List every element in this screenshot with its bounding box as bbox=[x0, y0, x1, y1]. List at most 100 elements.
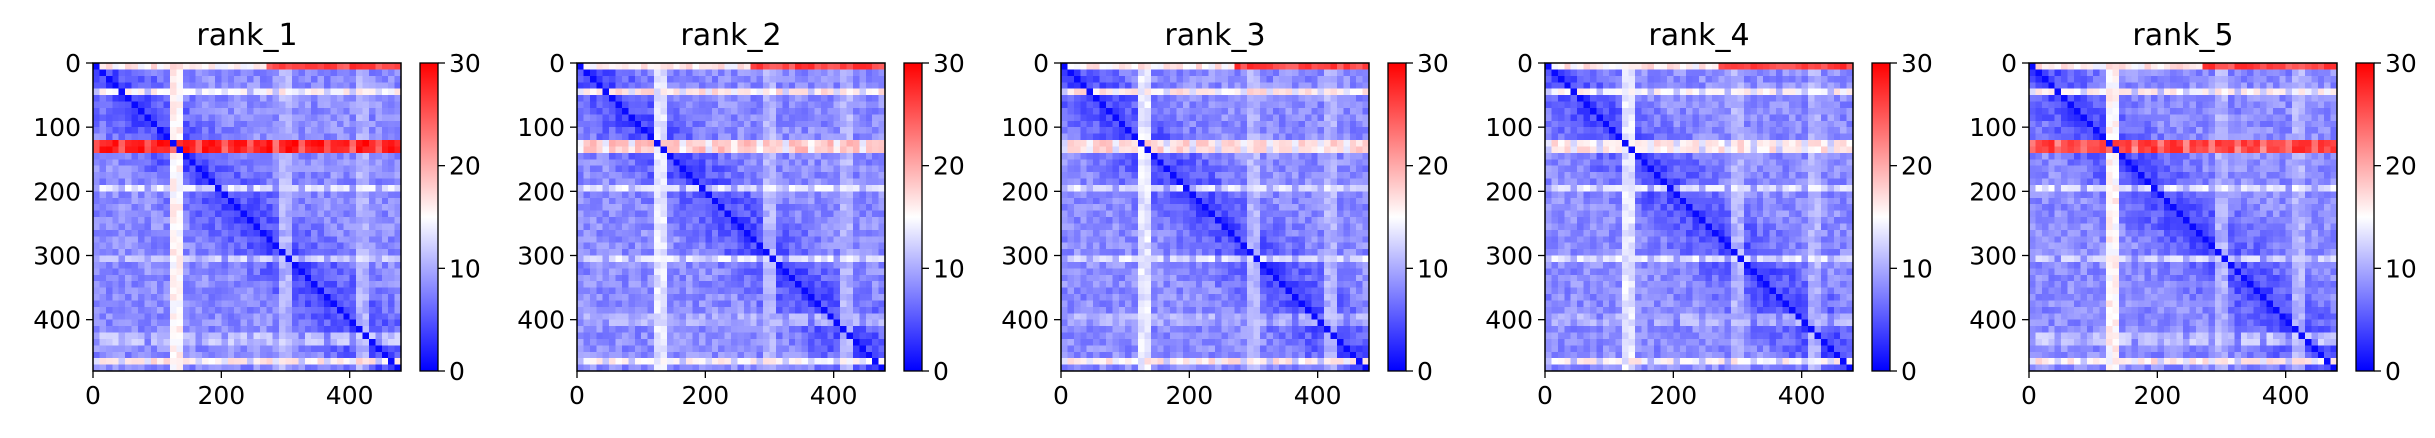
heatmap-cell bbox=[731, 172, 738, 179]
heatmap-cell bbox=[705, 268, 713, 276]
heatmap-cell bbox=[298, 95, 306, 102]
heatmap-cell bbox=[698, 172, 706, 179]
heatmap-cell bbox=[795, 210, 802, 218]
heatmap-cell bbox=[131, 281, 139, 288]
heatmap-cell bbox=[846, 249, 854, 256]
heatmap-cell bbox=[163, 242, 171, 250]
heatmap-cell bbox=[163, 358, 171, 365]
heatmap-cell bbox=[596, 210, 604, 218]
heatmap-cell bbox=[647, 338, 655, 346]
heatmap-cell bbox=[182, 107, 190, 115]
heatmap-cell bbox=[673, 255, 681, 263]
heatmap-cell bbox=[317, 319, 325, 327]
heatmap-cell bbox=[349, 217, 357, 224]
heatmap-cell bbox=[724, 217, 732, 224]
heatmap-cell bbox=[349, 95, 357, 102]
heatmap-cell bbox=[801, 294, 809, 301]
heatmap-cell bbox=[634, 217, 642, 224]
heatmap-cell bbox=[654, 204, 661, 211]
heatmap-cell bbox=[589, 306, 597, 314]
heatmap-cell bbox=[356, 319, 363, 327]
heatmap-cell bbox=[782, 319, 790, 327]
heatmap-cell bbox=[788, 313, 796, 321]
heatmap-cell bbox=[144, 319, 152, 327]
heatmap-cell bbox=[317, 249, 325, 256]
heatmap-cell bbox=[865, 294, 873, 301]
heatmap-cell bbox=[814, 178, 822, 186]
heatmap-cell bbox=[763, 319, 770, 327]
heatmap-cell bbox=[131, 178, 139, 186]
heatmap-cell bbox=[827, 358, 835, 365]
heatmap-cell bbox=[743, 287, 751, 295]
heatmap-cell bbox=[388, 351, 395, 359]
heatmap-cell bbox=[362, 178, 370, 186]
heatmap-cell bbox=[577, 229, 584, 237]
heatmap-cell bbox=[375, 306, 383, 314]
heatmap-cell bbox=[692, 223, 700, 231]
heatmap-cell bbox=[214, 178, 222, 186]
heatmap-cell bbox=[673, 281, 681, 288]
heatmap-cell bbox=[833, 294, 841, 301]
heatmap-cell bbox=[388, 268, 395, 276]
heatmap-cell bbox=[1240, 95, 1248, 102]
heatmap-cell bbox=[195, 229, 203, 237]
heatmap-cell bbox=[621, 107, 629, 115]
heatmap-cell bbox=[99, 95, 107, 102]
heatmap-cell bbox=[93, 294, 100, 301]
heatmap-cell bbox=[112, 159, 120, 167]
heatmap-cell bbox=[808, 101, 815, 109]
heatmap-cell bbox=[291, 101, 299, 109]
heatmap-cell bbox=[266, 326, 274, 333]
heatmap-cell bbox=[852, 364, 860, 372]
heatmap-cell bbox=[279, 88, 286, 96]
heatmap-cell bbox=[182, 217, 190, 224]
heatmap-cell bbox=[731, 274, 738, 282]
heatmap-cell bbox=[253, 210, 261, 218]
heatmap-cell bbox=[240, 152, 248, 160]
heatmap-cell bbox=[602, 249, 610, 256]
heatmap-cell bbox=[1176, 82, 1184, 90]
heatmap-cell bbox=[1304, 101, 1312, 109]
heatmap-cell bbox=[801, 191, 809, 199]
heatmap-cell bbox=[221, 268, 229, 276]
heatmap-cell bbox=[182, 326, 190, 333]
heatmap-cell bbox=[750, 345, 758, 353]
heatmap-cell bbox=[125, 140, 132, 147]
heatmap-cell bbox=[311, 82, 318, 90]
heatmap-cell bbox=[105, 351, 113, 359]
heatmap-cell bbox=[349, 306, 357, 314]
heatmap-cell bbox=[195, 63, 203, 70]
heatmap-cell bbox=[189, 351, 197, 359]
heatmap-cell bbox=[577, 178, 584, 186]
heatmap-cell bbox=[1234, 95, 1242, 102]
heatmap-cell bbox=[214, 184, 222, 192]
heatmap-cell bbox=[240, 133, 248, 141]
heatmap-cell bbox=[583, 364, 591, 372]
heatmap-cell bbox=[596, 326, 604, 333]
heatmap-cell bbox=[782, 184, 790, 192]
heatmap-cell bbox=[820, 332, 828, 340]
heatmap-cell bbox=[641, 133, 648, 141]
heatmap-cell bbox=[647, 261, 655, 269]
heatmap-cell bbox=[660, 120, 668, 128]
heatmap-cell bbox=[737, 127, 745, 134]
heatmap-cell bbox=[852, 69, 860, 77]
heatmap-cell bbox=[182, 268, 190, 276]
heatmap-cell bbox=[769, 281, 777, 288]
heatmap-cell bbox=[840, 63, 847, 70]
heatmap-cell bbox=[304, 172, 312, 179]
heatmap-cell bbox=[609, 351, 616, 359]
heatmap-cell bbox=[343, 319, 351, 327]
heatmap-cell bbox=[763, 210, 770, 218]
heatmap-cell bbox=[801, 281, 809, 288]
heatmap-cell bbox=[1330, 63, 1338, 70]
heatmap-cell bbox=[577, 82, 584, 90]
heatmap-cell bbox=[583, 75, 591, 83]
heatmap-cell bbox=[99, 107, 107, 115]
heatmap-cell bbox=[311, 210, 318, 218]
heatmap-cell bbox=[615, 114, 623, 122]
heatmap-cell bbox=[679, 152, 687, 160]
heatmap-cell bbox=[1234, 63, 1242, 70]
heatmap-cell bbox=[304, 88, 312, 96]
heatmap-cell bbox=[381, 358, 389, 365]
